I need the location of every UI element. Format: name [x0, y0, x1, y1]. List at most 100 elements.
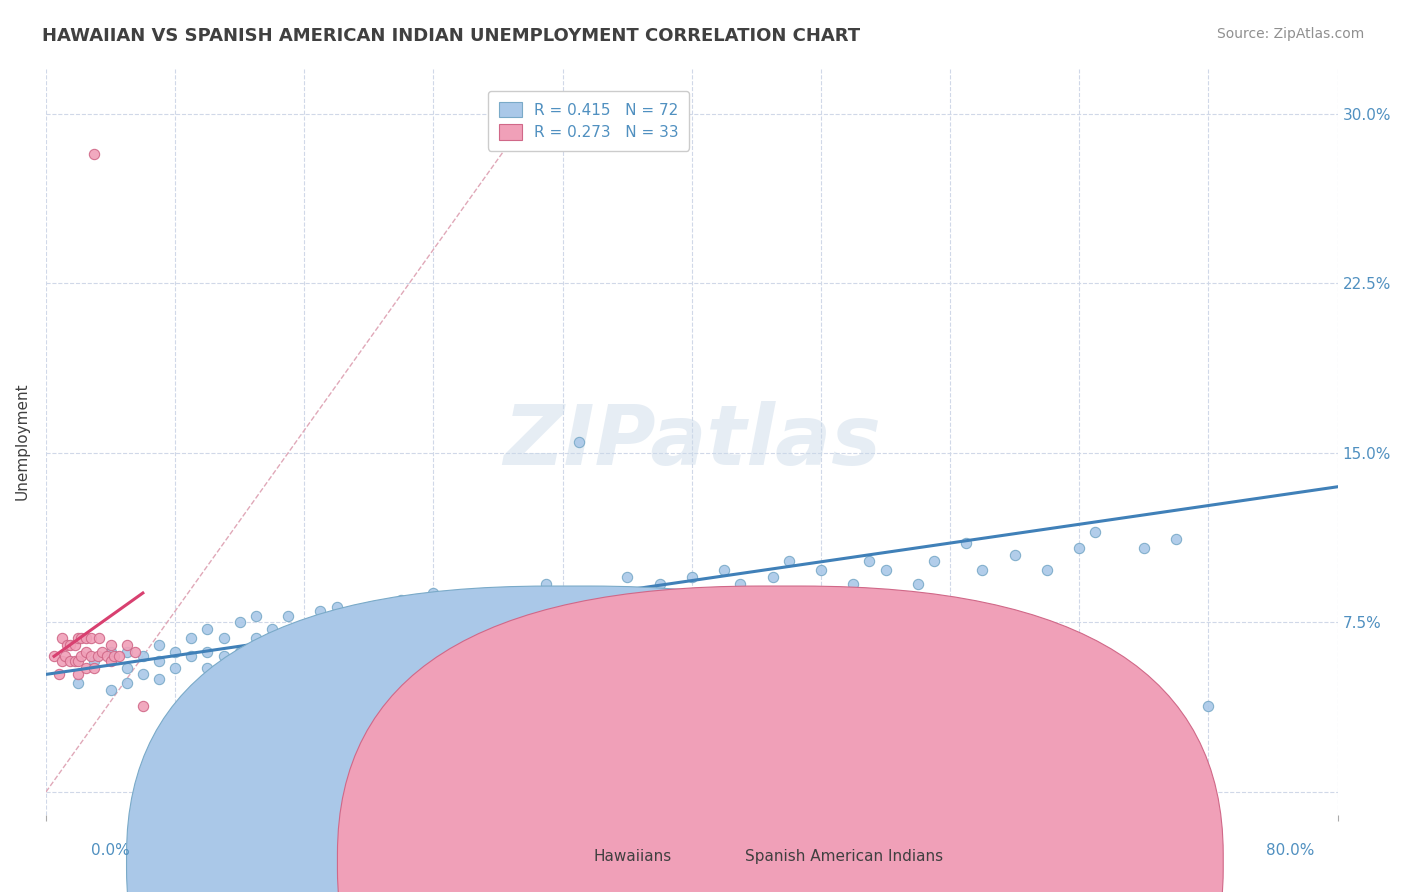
Point — [1133, 541, 1156, 555]
Point — [67, 676, 90, 690]
Point — [83, 660, 105, 674]
Point — [89, 631, 111, 645]
Point — [148, 638, 170, 652]
Text: ZIPatlas: ZIPatlas — [503, 401, 880, 482]
Point — [86, 649, 108, 664]
Point — [648, 577, 671, 591]
Point — [858, 554, 880, 568]
Point — [245, 631, 267, 645]
Point — [761, 570, 783, 584]
Point — [124, 645, 146, 659]
Point — [100, 645, 122, 659]
Point — [422, 586, 444, 600]
Point — [75, 645, 97, 659]
Point — [51, 631, 73, 645]
Point — [67, 631, 90, 645]
Text: 0.0%: 0.0% — [91, 843, 131, 858]
Point — [568, 434, 591, 449]
Point — [875, 563, 897, 577]
Point — [70, 649, 93, 664]
Point — [83, 147, 105, 161]
Text: Source: ZipAtlas.com: Source: ZipAtlas.com — [1216, 27, 1364, 41]
Point — [197, 660, 219, 674]
Point — [107, 649, 129, 664]
Point — [357, 599, 380, 614]
Point — [83, 654, 105, 668]
Point — [810, 563, 832, 577]
Point — [180, 649, 202, 664]
Point — [536, 577, 558, 591]
Point — [357, 622, 380, 636]
Text: Hawaiians: Hawaiians — [593, 849, 672, 864]
Text: HAWAIIAN VS SPANISH AMERICAN INDIAN UNEMPLOYMENT CORRELATION CHART: HAWAIIAN VS SPANISH AMERICAN INDIAN UNEM… — [42, 27, 860, 45]
Point — [260, 622, 283, 636]
Point — [955, 536, 977, 550]
Point — [277, 631, 299, 645]
Point — [697, 586, 720, 600]
Point — [53, 649, 76, 664]
Point — [56, 638, 79, 652]
Point — [342, 608, 364, 623]
Point — [454, 599, 477, 614]
Point — [115, 660, 138, 674]
Point — [132, 649, 155, 664]
Point — [115, 638, 138, 652]
Point — [439, 615, 461, 630]
Point — [1084, 524, 1107, 539]
Point — [309, 604, 332, 618]
Point — [80, 631, 103, 645]
Point — [180, 631, 202, 645]
Point — [389, 592, 412, 607]
Point — [212, 649, 235, 664]
Text: Spanish American Indians: Spanish American Indians — [745, 849, 942, 864]
Point — [100, 683, 122, 698]
Point — [132, 699, 155, 714]
Point — [70, 631, 93, 645]
Point — [212, 631, 235, 645]
Point — [374, 608, 396, 623]
Point — [616, 570, 638, 584]
Point — [115, 676, 138, 690]
Point — [103, 649, 125, 664]
Point — [115, 645, 138, 659]
Point — [633, 586, 655, 600]
Point — [600, 586, 623, 600]
Point — [63, 654, 86, 668]
Legend: R = 0.415   N = 72, R = 0.273   N = 33: R = 0.415 N = 72, R = 0.273 N = 33 — [488, 91, 689, 151]
Point — [165, 660, 187, 674]
Point — [63, 638, 86, 652]
Point — [325, 615, 347, 630]
Point — [91, 645, 114, 659]
Point — [96, 649, 118, 664]
Point — [713, 563, 735, 577]
Y-axis label: Unemployment: Unemployment — [15, 383, 30, 500]
Point — [80, 649, 103, 664]
Point — [681, 570, 703, 584]
Point — [907, 577, 929, 591]
Point — [245, 608, 267, 623]
Point — [778, 554, 800, 568]
Point — [277, 608, 299, 623]
Point — [728, 577, 751, 591]
Point — [551, 592, 574, 607]
Point — [842, 577, 865, 591]
Point — [197, 645, 219, 659]
Point — [59, 654, 82, 668]
Point — [51, 654, 73, 668]
Point — [59, 638, 82, 652]
Text: 80.0%: 80.0% — [1267, 843, 1315, 858]
Point — [67, 667, 90, 681]
Point — [1036, 563, 1059, 577]
Point — [1198, 699, 1220, 714]
Point — [75, 660, 97, 674]
Point — [325, 599, 347, 614]
Point — [100, 654, 122, 668]
Point — [1004, 548, 1026, 562]
Point — [100, 638, 122, 652]
Point — [519, 604, 541, 618]
Point — [67, 654, 90, 668]
Point — [75, 631, 97, 645]
Point — [148, 672, 170, 686]
Point — [1166, 532, 1188, 546]
Point — [165, 645, 187, 659]
